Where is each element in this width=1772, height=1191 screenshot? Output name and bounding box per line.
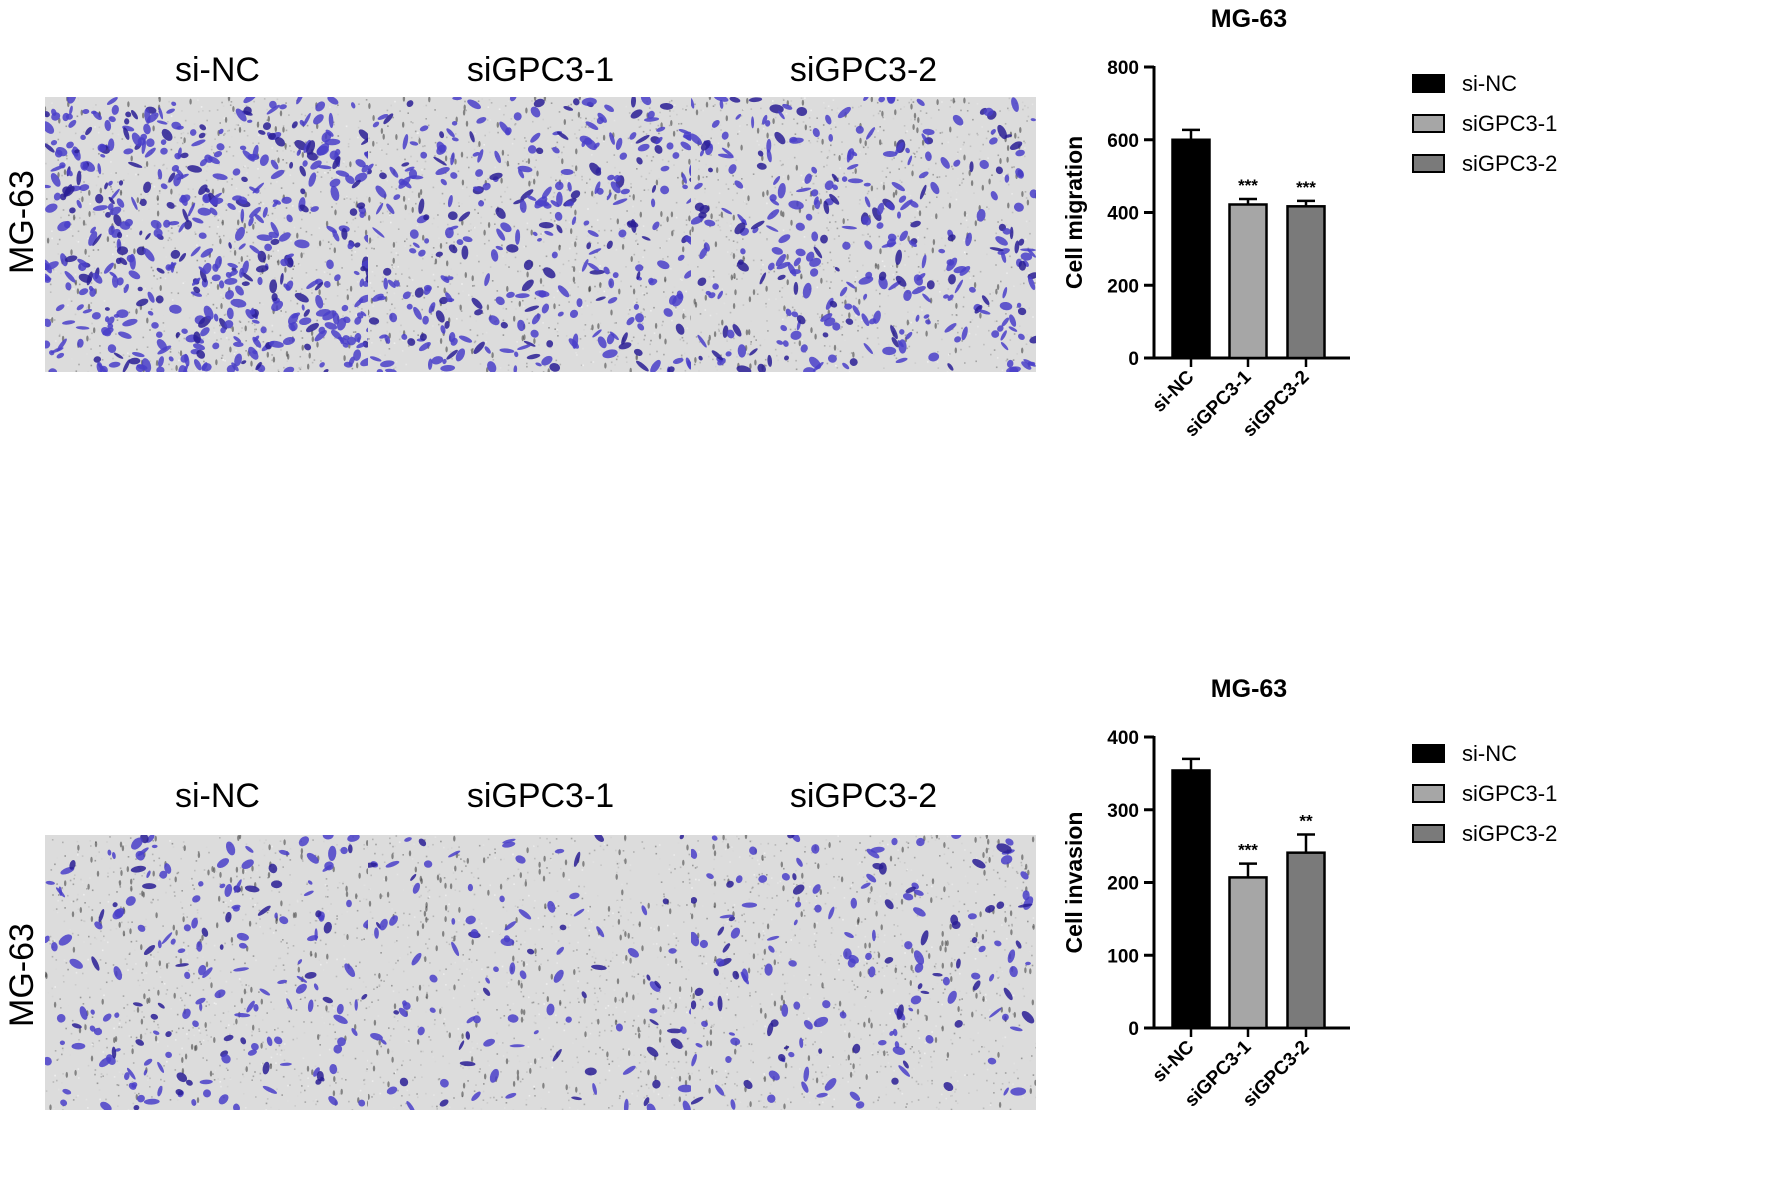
legend-label-sigpc3-2: siGPC3-2 xyxy=(1462,151,1557,176)
y-tick-label: 100 xyxy=(1107,946,1139,967)
y-tick-label: 600 xyxy=(1107,131,1139,152)
y-axis-label: Cell migration xyxy=(1061,136,1087,289)
y-tick-label: 400 xyxy=(1107,728,1139,749)
x-tick-label: si-NC xyxy=(1149,366,1199,416)
column-label-si-nc: si-NC xyxy=(175,51,260,89)
legend-swatch-si-nc xyxy=(1412,744,1445,763)
micrograph-image xyxy=(691,835,1036,1110)
y-tick-label: 300 xyxy=(1107,801,1139,822)
column-label-si-nc: si-NC xyxy=(175,777,260,815)
significance-marker: *** xyxy=(1238,841,1258,860)
column-label-sigpc3-1: siGPC3-1 xyxy=(466,51,615,89)
legend-swatch-sigpc3-1 xyxy=(1412,114,1445,133)
legend-label-si-nc: si-NC xyxy=(1462,71,1517,96)
migration-bar-chart: MG-63 Cell migration 0 200 400 600 800 si-NC ***… xyxy=(1061,5,1557,441)
significance-marker: ** xyxy=(1299,811,1313,830)
y-tick-label: 400 xyxy=(1107,204,1139,225)
significance-marker: *** xyxy=(1238,176,1258,195)
chart-title: MG-63 xyxy=(1211,5,1287,33)
y-tick-label: 800 xyxy=(1107,58,1139,79)
micrograph-image xyxy=(368,97,713,372)
legend-swatch-si-nc xyxy=(1412,74,1445,93)
micrograph-image xyxy=(45,835,390,1110)
invasion-bar-chart: MG-63 Cell invasion 0 100 200 300 400 si-NC *** s… xyxy=(1061,675,1557,1111)
chart-title: MG-63 xyxy=(1211,675,1287,703)
y-tick-label: 200 xyxy=(1107,874,1139,895)
micrograph-image xyxy=(691,97,1036,372)
row-label-mg-63: MG-63 xyxy=(3,170,41,274)
significance-marker: *** xyxy=(1296,178,1316,197)
column-label-sigpc3-1: siGPC3-1 xyxy=(466,777,615,815)
legend-swatch-sigpc3-2 xyxy=(1412,824,1445,843)
legend-label-sigpc3-1: siGPC3-1 xyxy=(1462,781,1557,806)
bar-si-nc xyxy=(1171,769,1211,1030)
column-label-sigpc3-2: siGPC3-2 xyxy=(789,777,938,815)
column-label-sigpc3-2: siGPC3-2 xyxy=(789,51,938,89)
legend-swatch-sigpc3-2 xyxy=(1412,154,1445,173)
y-tick-label: 0 xyxy=(1128,1019,1139,1040)
y-axis-label: Cell invasion xyxy=(1061,812,1087,954)
legend-label-sigpc3-1: siGPC3-1 xyxy=(1462,111,1557,136)
bar-sigpc3-2 xyxy=(1286,851,1326,1030)
legend-label-si-nc: si-NC xyxy=(1462,741,1517,766)
x-tick-label: si-NC xyxy=(1149,1036,1199,1086)
bar-sigpc3-1 xyxy=(1228,876,1268,1030)
legend-swatch-sigpc3-1 xyxy=(1412,784,1445,803)
row-label-mg-63: MG-63 xyxy=(3,923,41,1027)
y-tick-label: 0 xyxy=(1128,349,1139,370)
y-tick-label: 200 xyxy=(1107,276,1139,297)
micrograph-image xyxy=(45,97,390,372)
legend-label-sigpc3-2: siGPC3-2 xyxy=(1462,821,1557,846)
micrograph-image xyxy=(368,835,713,1110)
bar-sigpc3-1 xyxy=(1228,203,1268,360)
bar-si-nc xyxy=(1171,138,1211,360)
bar-sigpc3-2 xyxy=(1286,205,1326,360)
